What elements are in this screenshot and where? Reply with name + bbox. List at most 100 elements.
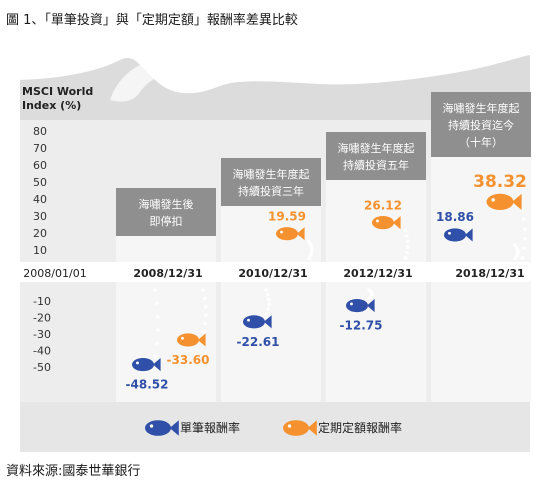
x-tick-label: 2018/12/31 (455, 267, 524, 280)
bubble (267, 302, 271, 307)
fish-marker-single (444, 228, 473, 242)
chart-title: 圖 1、「單筆投資」與「定期定額」報酬率差異比較 (6, 13, 298, 28)
y-tick-label: 30 (33, 210, 47, 223)
source-note: 資料來源:國泰世華銀行 (6, 464, 141, 479)
bubble (521, 217, 526, 222)
x-tick-label: 2012/12/31 (343, 267, 412, 280)
bubble (155, 341, 159, 346)
wave-decoration (20, 55, 530, 120)
bubble (309, 252, 313, 257)
fish-marker-single (243, 315, 272, 329)
bubble (403, 228, 407, 233)
bubble (153, 354, 158, 359)
bubble (266, 307, 270, 311)
y-tick-label: -50 (33, 361, 51, 374)
panel-header-text: 海嘯發生年度起 (338, 141, 415, 155)
data-label-dca: -33.60 (167, 353, 210, 367)
y-tick-label: 50 (33, 176, 47, 189)
bubble (405, 250, 409, 255)
bubble (307, 256, 312, 260)
legend-bg (20, 402, 530, 452)
y-tick-label: 80 (33, 125, 47, 138)
y-tick-label: 60 (33, 159, 47, 172)
bubble (522, 246, 526, 251)
bubble (367, 295, 372, 300)
panel-header-text: 持續投資迄今 (448, 118, 514, 132)
x-tick-label: 2008/12/31 (133, 267, 202, 280)
bubble (308, 243, 313, 247)
bubble (523, 236, 527, 241)
panel-header (116, 188, 216, 236)
bubble (264, 312, 269, 316)
legend-label-dca: 定期定額報酬率 (318, 420, 402, 435)
panel-header-text: 持續投資五年 (343, 158, 409, 172)
bubble (266, 297, 271, 302)
bubble (203, 304, 208, 309)
bubble (406, 245, 410, 249)
legend-label-single: 單筆報酬率 (180, 420, 240, 435)
bubble (155, 314, 160, 319)
fish-marker-dca (372, 215, 401, 230)
x-tick-label: 2010/12/31 (238, 267, 307, 280)
wave-crest (110, 59, 201, 102)
y-tick-label: -10 (33, 295, 51, 308)
data-label-dca: 38.32 (473, 172, 527, 192)
panel-header-text: 即停扣 (150, 214, 183, 228)
fish-marker-dca (486, 193, 522, 210)
panel-header-text: （十年） (459, 135, 503, 149)
y-tick-label: -40 (33, 345, 51, 358)
bubble (156, 328, 160, 332)
data-label-dca: 26.12 (364, 199, 402, 213)
panel-column-negative (431, 282, 531, 402)
bubble (201, 330, 206, 334)
data-label-single: -48.52 (126, 378, 169, 392)
bubble (153, 288, 157, 292)
bubble (404, 234, 409, 238)
bubble (204, 313, 208, 317)
bubble (154, 301, 159, 306)
legend-fish-dca (283, 420, 317, 436)
panel-header-text: 持續投資三年 (238, 184, 304, 198)
bubble (265, 292, 270, 297)
fish-marker-single (346, 298, 375, 313)
fish-marker-dca (177, 333, 206, 347)
data-label-single: -22.61 (237, 335, 280, 349)
bubble (403, 256, 408, 260)
panel-column-negative (221, 282, 321, 402)
x-tick-label: 2008/01/01 (23, 267, 86, 280)
panel-header-text: 海嘯發生後 (139, 197, 194, 211)
bubble (513, 243, 517, 247)
panel-column-negative (326, 282, 426, 402)
bubble (405, 239, 410, 244)
fish-marker-single (132, 357, 161, 372)
y-tick-label: -20 (33, 312, 51, 325)
legend-fish-single (145, 420, 179, 436)
bubble (522, 227, 527, 231)
bubble (309, 246, 314, 251)
bubble (201, 288, 205, 292)
y-tick-label: 10 (33, 244, 47, 257)
bubble (203, 321, 207, 326)
y-tick-label: 70 (33, 142, 47, 155)
y-tick-label: -30 (33, 328, 51, 341)
fish-marker-dca (276, 227, 305, 241)
y-axis-label: MSCI World (22, 85, 93, 98)
bubble (513, 256, 518, 260)
y-tick-label: 40 (33, 193, 47, 206)
panel-header (431, 92, 531, 157)
panel-column-negative (116, 282, 216, 402)
data-label-single: 18.86 (436, 210, 474, 224)
bubble (310, 249, 314, 254)
bubble (515, 248, 520, 252)
bubble (264, 288, 268, 292)
panel-header-text: 海嘯發生年度起 (233, 167, 310, 181)
date-band (20, 262, 530, 282)
y-tick-label: 20 (33, 227, 47, 240)
bubble (515, 253, 519, 258)
panel-header (221, 158, 321, 206)
panel-header (326, 132, 426, 180)
data-label-dca: 19.59 (268, 210, 306, 224)
bubble (202, 296, 207, 301)
bubble (307, 239, 311, 244)
